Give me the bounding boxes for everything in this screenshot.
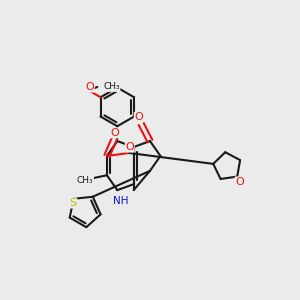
Text: O: O — [235, 177, 244, 187]
Text: S: S — [70, 198, 76, 208]
Text: NH: NH — [113, 196, 129, 206]
Text: O: O — [85, 82, 94, 92]
Text: O: O — [125, 142, 134, 152]
Text: O: O — [134, 112, 143, 122]
Text: CH₃: CH₃ — [77, 176, 94, 185]
Text: O: O — [110, 128, 119, 138]
Text: CH₃: CH₃ — [103, 82, 120, 91]
